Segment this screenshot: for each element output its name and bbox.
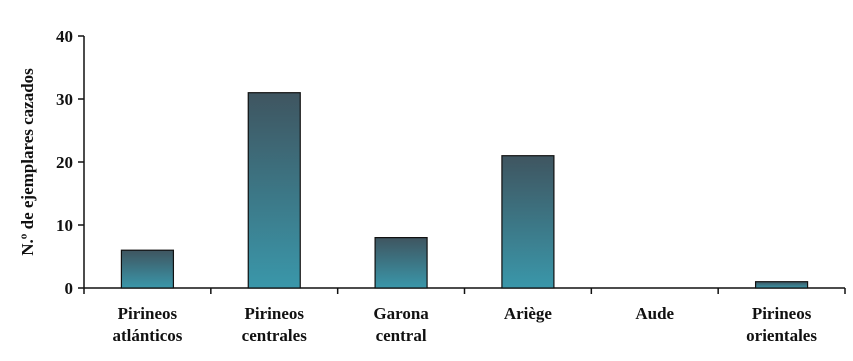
bar xyxy=(247,92,301,289)
bar xyxy=(501,155,555,289)
x-tick-label-line: orientales xyxy=(746,326,817,345)
y-tick-label: 20 xyxy=(56,153,73,172)
x-tick-label: Garona central xyxy=(373,304,429,345)
x-tick-label-line: centrales xyxy=(242,326,308,345)
bar xyxy=(754,281,809,289)
x-tick-label-line: atlánticos xyxy=(112,326,182,345)
x-tick-label-line: Aude xyxy=(635,304,674,323)
x-tick-label: Ariège xyxy=(504,304,553,323)
x-tick-label: Pirineos centrales xyxy=(242,304,308,345)
y-tick-label: 0 xyxy=(65,279,74,298)
bars xyxy=(120,92,809,289)
y-axis-title-group: N.º de ejemplares cazados xyxy=(18,68,37,256)
x-tick-label-line: Garona xyxy=(373,304,429,323)
bar xyxy=(374,237,428,289)
y-axis-title: N.º de ejemplares cazados xyxy=(18,68,37,256)
x-tick-label-line: Ariège xyxy=(504,304,553,323)
axes xyxy=(83,36,846,294)
x-tick-label: Pirineos atlánticos xyxy=(112,304,182,345)
x-tick-label: Aude xyxy=(635,304,674,323)
y-tick-label: 30 xyxy=(56,90,73,109)
x-tick-label: Pirineos orientales xyxy=(746,304,817,345)
x-tick-label-line: Pirineos xyxy=(245,304,305,323)
y-tick-label: 40 xyxy=(56,27,73,46)
x-tick-label-line: Pirineos xyxy=(118,304,178,323)
x-labels: Pirineos atlánticos Pirineos centrales Garon… xyxy=(112,304,817,345)
y-ticks: 0 10 20 30 40 xyxy=(56,27,84,298)
bar xyxy=(120,249,175,289)
y-tick-label: 10 xyxy=(56,216,73,235)
x-tick-label-line: Pirineos xyxy=(752,304,812,323)
x-tick-label-line: central xyxy=(376,326,427,345)
